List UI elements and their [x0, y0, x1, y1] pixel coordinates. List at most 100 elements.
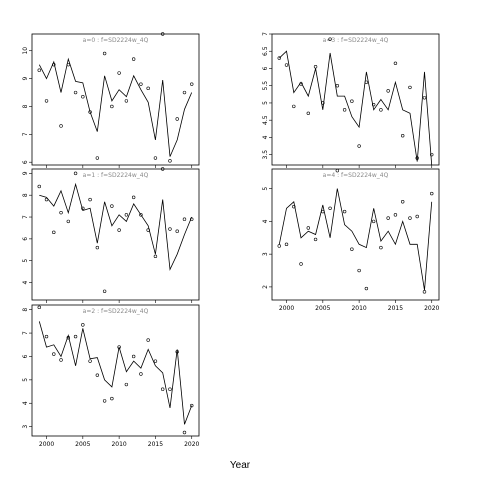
x-tick-label-a4: 2020 [424, 305, 439, 312]
observed-point-a2 [146, 338, 150, 342]
observed-point-a4 [306, 226, 311, 230]
plot-frame-a2 [31, 304, 200, 437]
y-tick-label-a3: 6.5 [262, 46, 269, 56]
observed-point-a2 [66, 336, 71, 340]
y-tick-label-a2: 3 [22, 425, 29, 429]
observed-point-a3 [364, 80, 369, 84]
observed-point-a0 [59, 124, 63, 128]
x-tick-label-a4: 2005 [315, 305, 330, 312]
observed-point-a4 [350, 247, 354, 251]
x-tick-label-a4: 2000 [279, 305, 294, 312]
y-tick-label-a0: 6 [22, 160, 29, 164]
observed-point-a0 [190, 82, 194, 86]
y-tick-label-a2: 8 [22, 308, 29, 312]
y-tick-label-a0: 8 [22, 104, 29, 108]
observed-point-a3 [430, 152, 434, 157]
observed-point-a2 [190, 403, 194, 408]
observed-point-a4 [371, 219, 376, 224]
observed-point-a2 [37, 305, 41, 310]
x-axis-label: Year [229, 460, 251, 471]
observed-point-a0 [37, 68, 41, 72]
y-tick-label-a0: 10 [22, 47, 29, 55]
y-tick-label-a0: 9 [22, 77, 29, 81]
observed-point-a0 [73, 90, 78, 95]
observed-point-a3 [313, 65, 318, 69]
observed-point-a1 [110, 204, 114, 208]
y-tick-label-a1: 5 [22, 259, 29, 263]
observed-point-a4 [422, 290, 427, 294]
observed-point-a2 [110, 396, 114, 401]
x-tick-label-a2: 2010 [111, 441, 126, 448]
observed-point-a1 [131, 195, 136, 200]
observed-point-a3 [277, 56, 281, 60]
observed-point-a3 [357, 144, 361, 148]
y-tick-label-a4: 2 [262, 285, 269, 289]
observed-point-a2 [88, 359, 92, 363]
observed-point-a3 [350, 99, 354, 103]
observed-point-a1 [37, 184, 41, 189]
observed-point-a0 [139, 82, 143, 86]
observed-point-a3 [379, 108, 383, 112]
panel-title-a2: a=2 : f=SD2224w_4Q [83, 308, 149, 315]
observed-point-a2 [95, 373, 100, 377]
observed-point-a3 [415, 156, 419, 160]
observed-point-a2 [102, 399, 107, 403]
observed-point-a4 [313, 237, 318, 242]
x-tick-label-a2: 2005 [75, 441, 90, 448]
y-tick-label-a2: 4 [22, 401, 29, 405]
observed-point-a1 [102, 289, 107, 293]
observed-point-a2 [117, 345, 121, 349]
observed-point-a0 [102, 51, 107, 56]
observed-point-a0 [175, 117, 179, 121]
observed-point-a4 [277, 244, 281, 248]
observed-point-a0 [168, 159, 172, 163]
x-tick-label-a2: 2015 [148, 441, 163, 448]
observed-point-a4 [357, 268, 361, 273]
observed-point-a4 [292, 204, 296, 209]
panel-title-a1: a=1 : f=SD2224w_4Q [83, 172, 149, 179]
observed-point-a4 [379, 245, 383, 250]
observed-point-a0 [160, 32, 165, 36]
observed-point-a4 [400, 200, 405, 204]
observed-point-a0 [66, 62, 71, 67]
y-tick-label-a3: 6 [262, 66, 269, 70]
y-tick-label-a4: 5 [262, 187, 269, 191]
observed-point-a4 [386, 216, 390, 220]
observed-point-a1 [139, 213, 143, 217]
observed-point-a3 [400, 133, 405, 138]
y-tick-label-a3: 4.5 [262, 115, 269, 125]
observed-point-a3 [328, 37, 332, 41]
y-tick-label-a2: 7 [22, 331, 29, 335]
observed-point-a4 [393, 213, 398, 217]
observed-point-a0 [182, 90, 187, 95]
observed-point-a1 [175, 229, 179, 233]
x-tick-label-a2: 2000 [39, 441, 54, 448]
observed-point-a2 [175, 350, 179, 354]
observed-point-a3 [292, 104, 296, 109]
fitted-line-a2 [38, 321, 193, 425]
plot-frame-a3 [271, 33, 440, 166]
observed-point-a0 [88, 110, 92, 114]
y-tick-label-a1: 4 [22, 280, 29, 284]
observed-point-a1 [168, 227, 172, 231]
observed-point-a2 [182, 430, 187, 435]
observed-point-a0 [146, 86, 150, 91]
observed-point-a1 [182, 217, 187, 221]
observed-point-a1 [160, 167, 165, 171]
observed-point-a1 [190, 217, 194, 221]
panel-title-a4: a=4 : f=SD2224w_4Q [323, 172, 389, 179]
observed-point-a4 [364, 286, 369, 291]
observed-point-a1 [95, 245, 100, 250]
y-tick-label-a1: 9 [22, 171, 29, 175]
observed-point-a0 [81, 95, 85, 99]
observed-point-a3 [393, 61, 398, 66]
observed-point-a3 [306, 111, 311, 115]
observed-point-a2 [52, 352, 56, 356]
observed-point-a2 [44, 334, 49, 339]
observed-point-a2 [124, 382, 129, 387]
y-tick-label-a2: 5 [22, 378, 29, 382]
observed-point-a3 [408, 85, 412, 90]
observed-point-a4 [299, 262, 303, 266]
y-tick-label-a0: 7 [22, 132, 29, 136]
observed-point-a0 [44, 99, 49, 103]
